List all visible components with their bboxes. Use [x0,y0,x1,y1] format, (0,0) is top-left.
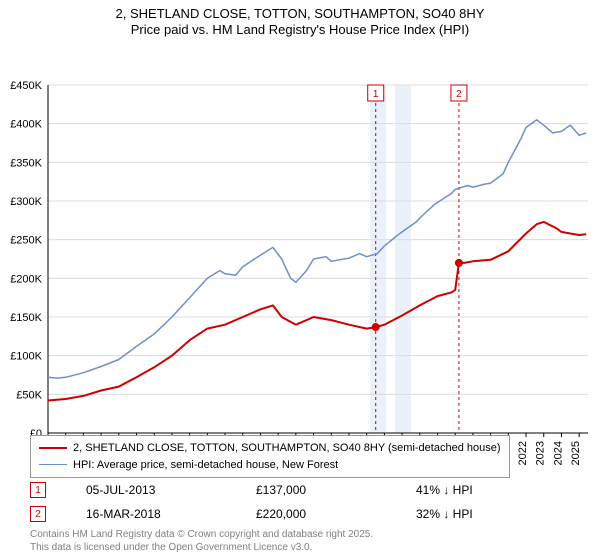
svg-text:2: 2 [456,89,462,100]
legend-label: HPI: Average price, semi-detached house,… [73,457,338,474]
legend-label: 2, SHETLAND CLOSE, TOTTON, SOUTHAMPTON, … [73,440,501,457]
svg-text:£450K: £450K [10,80,42,92]
svg-text:2023: 2023 [535,441,547,465]
sale-date: 05-JUL-2013 [86,483,216,497]
svg-text:£200K: £200K [10,273,42,285]
svg-text:£250K: £250K [10,234,42,246]
svg-text:£150K: £150K [10,312,42,324]
sale-marker: 2 [30,506,46,522]
svg-text:2022: 2022 [517,441,529,465]
chart-container: 2, SHETLAND CLOSE, TOTTON, SOUTHAMPTON, … [0,0,600,560]
sale-price: £137,000 [256,483,376,497]
sale-delta: 41% ↓ HPI [416,483,536,497]
chart-plot: £0£50K£100K£150K£200K£250K£300K£350K£400… [0,39,600,477]
svg-text:1: 1 [373,89,379,100]
svg-text:2024: 2024 [552,441,564,465]
svg-text:£350K: £350K [10,157,42,169]
svg-text:£100K: £100K [10,350,42,362]
legend-swatch [39,447,67,449]
title-line-2: Price paid vs. HM Land Registry's House … [0,22,600,38]
attribution-line-1: Contains HM Land Registry data © Crown c… [30,529,373,542]
legend-item: HPI: Average price, semi-detached house,… [39,457,501,474]
sale-row: 2 16-MAR-2018 £220,000 32% ↓ HPI [30,506,536,522]
svg-text:2025: 2025 [570,441,582,465]
title-line-1: 2, SHETLAND CLOSE, TOTTON, SOUTHAMPTON, … [0,6,600,22]
attribution-line-2: This data is licensed under the Open Gov… [30,542,373,555]
attribution: Contains HM Land Registry data © Crown c… [30,529,373,554]
sale-row: 1 05-JUL-2013 £137,000 41% ↓ HPI [30,482,536,498]
legend-item: 2, SHETLAND CLOSE, TOTTON, SOUTHAMPTON, … [39,440,501,457]
legend: 2, SHETLAND CLOSE, TOTTON, SOUTHAMPTON, … [30,435,510,478]
svg-text:£400K: £400K [10,118,42,130]
sale-price: £220,000 [256,507,376,521]
legend-swatch [39,464,67,465]
svg-text:£300K: £300K [10,196,42,208]
svg-text:£50K: £50K [16,389,42,401]
sale-date: 16-MAR-2018 [86,507,216,521]
chart-title: 2, SHETLAND CLOSE, TOTTON, SOUTHAMPTON, … [0,0,600,39]
sale-delta: 32% ↓ HPI [416,507,536,521]
sale-marker: 1 [30,482,46,498]
